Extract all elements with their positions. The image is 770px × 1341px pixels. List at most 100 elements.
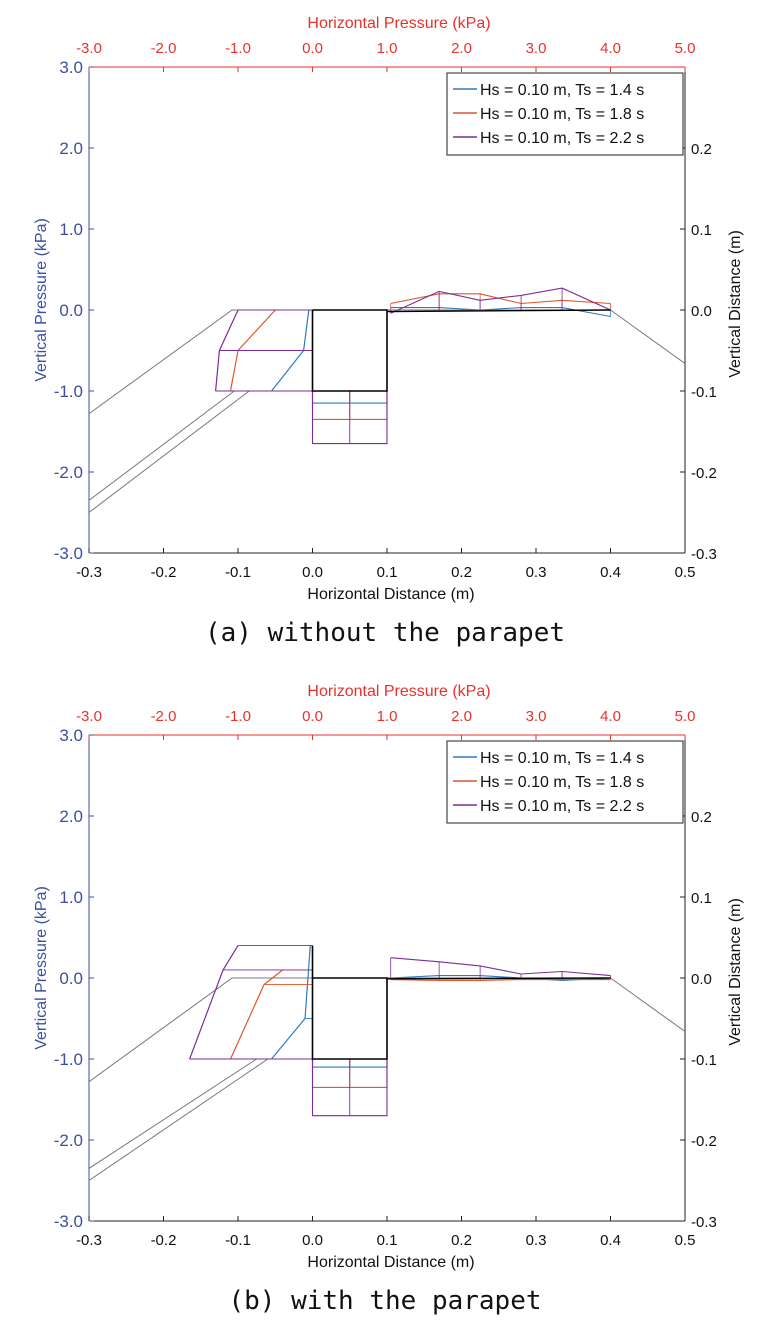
chart-panel-a: -3.0 -2.0 -1.0 0.0 1.0 2.0 3.0 4.0 5.0 Horizontal… <box>0 0 770 668</box>
chart-a-top-axis-title: Horizontal Pressure (kPa) <box>307 15 490 32</box>
chart-b-series-2-front-profile <box>229 969 284 1060</box>
chart-a-right-tick-label: -0.3 <box>691 546 717 563</box>
chart-b-bottom-tick-label: 0.1 <box>377 1232 398 1249</box>
chart-a-seabed-line-0 <box>89 309 685 415</box>
chart-a-bottom-tick-label: -0.2 <box>151 564 177 581</box>
caption-a: (a) without the parapet <box>204 618 566 648</box>
chart-a-seabed-line-2 <box>89 390 250 513</box>
chart-a-bottom-tick-label: -0.1 <box>225 564 251 581</box>
chart-b-right-tick-label: -0.1 <box>691 1052 717 1069</box>
chart-b-legend-label-3: Hs = 0.10 m, Ts = 2.2 s <box>480 798 644 815</box>
chart-b-left-tick-label: -3.0 <box>54 1212 83 1231</box>
chart-b-top-tick-label: -1.0 <box>225 708 251 725</box>
chart-a-legend-label-3: Hs = 0.10 m, Ts = 2.2 s <box>480 130 644 147</box>
chart-a-series-3-top-profile <box>390 287 611 314</box>
chart-a-bottom-tick-label: 0.1 <box>377 564 398 581</box>
chart-b-legend-label-2: Hs = 0.10 m, Ts = 1.8 s <box>480 774 644 791</box>
chart-a-legend-label-1: Hs = 0.10 m, Ts = 1.4 s <box>480 82 644 99</box>
chart-b-right-tick-label: -0.3 <box>691 1214 717 1231</box>
chart-a-series-1-top-profile <box>390 307 611 318</box>
chart-a-top-tick-label: 5.0 <box>675 40 696 57</box>
chart-b-top-tick-label: 3.0 <box>526 708 547 725</box>
chart-b-bottom-tick-label: 0.2 <box>451 1232 472 1249</box>
chart-b-right-tick-label: 0.1 <box>691 890 712 907</box>
chart-b-bottom-tick-label: 0.0 <box>302 1232 323 1249</box>
chart-panel-b: -3.0 -2.0 -1.0 0.0 1.0 2.0 3.0 4.0 5.0 Horizontal… <box>0 668 770 1336</box>
chart-a-right-tick-label: -0.1 <box>691 384 717 401</box>
chart-a-bottom-axis-title: Horizontal Distance (m) <box>307 586 474 603</box>
chart-a-legend-label-2: Hs = 0.10 m, Ts = 1.8 s <box>480 106 644 123</box>
chart-a-right-tick-label: 0.0 <box>691 303 712 320</box>
chart-b-bottom-tick-label: -0.1 <box>225 1232 251 1249</box>
chart-a-left-axis-title: Vertical Pressure (kPa) <box>33 218 50 382</box>
chart-a-top-tick-label: -2.0 <box>151 40 177 57</box>
chart-a-bottom-tick-label: 0.2 <box>451 564 472 581</box>
caption-b: (b) with the parapet <box>228 1286 542 1316</box>
chart-b-left-tick-label: 0.0 <box>59 969 83 988</box>
chart-a-top-tick-label: 0.0 <box>302 40 323 57</box>
chart-b-top-tick-label: -3.0 <box>76 708 102 725</box>
chart-b-svg: -3.0 -2.0 -1.0 0.0 1.0 2.0 3.0 4.0 5.0 Horizontal… <box>33 683 744 1271</box>
chart-a-top-tick-label: -1.0 <box>225 40 251 57</box>
chart-b-left-axis-title: Vertical Pressure (kPa) <box>33 886 50 1050</box>
chart-a-left-tick-label: -3.0 <box>54 544 83 563</box>
chart-b-left-tick-label: 2.0 <box>59 807 83 826</box>
chart-b-legend-label-1: Hs = 0.10 m, Ts = 1.4 s <box>480 750 644 767</box>
chart-b-left-tick-label: -1.0 <box>54 1050 83 1069</box>
chart-a-bottom-tick-label: 0.3 <box>526 564 547 581</box>
chart-b-top-tick-label: -2.0 <box>151 708 177 725</box>
chart-b-series-2-top-profile <box>390 979 611 981</box>
chart-b-bottom-axis-title: Horizontal Distance (m) <box>307 1254 474 1271</box>
chart-a-plot-area <box>89 287 685 513</box>
chart-a-left-tick-label: 2.0 <box>59 139 83 158</box>
chart-a-top-tick-label: 1.0 <box>377 40 398 57</box>
chart-a-svg: -3.0 -2.0 -1.0 0.0 1.0 2.0 3.0 4.0 5.0 Horizontal… <box>33 15 744 603</box>
chart-b-right-tick-label: 0.2 <box>691 809 712 826</box>
chart-a-right-tick-label: 0.2 <box>691 141 712 158</box>
chart-b-plot-area <box>89 945 685 1181</box>
chart-a-left-tick-label: 0.0 <box>59 301 83 320</box>
chart-a-right-axis-title: Vertical Distance (m) <box>727 230 744 378</box>
chart-b-bottom-tick-label: -0.3 <box>76 1232 102 1249</box>
chart-b-left-tick-label: 3.0 <box>59 726 83 745</box>
chart-b-left-tick-label: 1.0 <box>59 888 83 907</box>
chart-a-bottom-tick-label: 0.5 <box>675 564 696 581</box>
chart-a-bottom-tick-label: 0.4 <box>600 564 621 581</box>
chart-b-top-tick-label: 0.0 <box>302 708 323 725</box>
chart-b-bottom-tick-label: 0.5 <box>675 1232 696 1249</box>
chart-b-deck-line <box>386 977 611 980</box>
chart-a-top-tick-label: 2.0 <box>451 40 472 57</box>
chart-a-structure <box>311 309 388 392</box>
chart-b-top-tick-label: 4.0 <box>600 708 621 725</box>
chart-b-series-3-top-profile <box>390 957 611 977</box>
chart-b-structure <box>311 945 388 1060</box>
chart-b-top-axis-title: Horizontal Pressure (kPa) <box>307 683 490 700</box>
chart-a-left-tick-label: -2.0 <box>54 463 83 482</box>
chart-a-top-tick-label: 3.0 <box>526 40 547 57</box>
chart-b-right-tick-label: -0.2 <box>691 1133 717 1150</box>
chart-b-right-axis-title: Vertical Distance (m) <box>727 898 744 1046</box>
chart-a-right-tick-label: -0.2 <box>691 465 717 482</box>
chart-b-seabed-line-2 <box>89 1058 269 1181</box>
chart-b-bottom-tick-label: 0.3 <box>526 1232 547 1249</box>
chart-a-top-tick-label: 4.0 <box>600 40 621 57</box>
chart-a-right-tick-label: 0.1 <box>691 222 712 239</box>
chart-b-top-tick-label: 2.0 <box>451 708 472 725</box>
chart-b-seabed-line-1 <box>89 1058 257 1169</box>
chart-b-top-tick-label: 1.0 <box>377 708 398 725</box>
chart-b-right-tick-label: 0.0 <box>691 971 712 988</box>
chart-a-bottom-tick-label: -0.3 <box>76 564 102 581</box>
chart-a-left-tick-label: -1.0 <box>54 382 83 401</box>
chart-a-legend-box <box>446 72 684 156</box>
chart-b-bottom-tick-label: 0.4 <box>600 1232 621 1249</box>
chart-a-top-tick-label: -3.0 <box>76 40 102 57</box>
chart-b-legend-box <box>446 740 684 824</box>
chart-b-series-3-front-profile <box>189 945 239 1060</box>
chart-b-bottom-tick-label: -0.2 <box>151 1232 177 1249</box>
chart-a-bottom-tick-label: 0.0 <box>302 564 323 581</box>
chart-b-top-tick-label: 5.0 <box>675 708 696 725</box>
chart-b-series-1-front-profile <box>271 945 311 1060</box>
chart-a-left-tick-label: 3.0 <box>59 58 83 77</box>
chart-a-seabed-line-1 <box>89 390 235 501</box>
chart-b-left-tick-label: -2.0 <box>54 1131 83 1150</box>
